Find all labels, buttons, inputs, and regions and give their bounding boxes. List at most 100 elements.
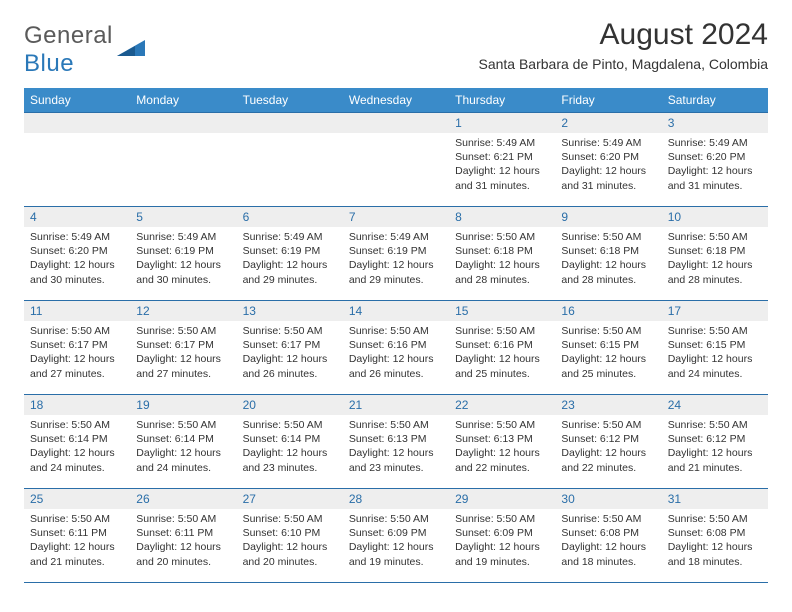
day-info: Sunrise: 5:50 AMSunset: 6:08 PMDaylight:… xyxy=(555,509,661,573)
day-number: 27 xyxy=(237,489,343,509)
day-number: 10 xyxy=(662,207,768,227)
day-info: Sunrise: 5:49 AMSunset: 6:19 PMDaylight:… xyxy=(237,227,343,291)
calendar-day-cell: 26Sunrise: 5:50 AMSunset: 6:11 PMDayligh… xyxy=(130,489,236,583)
month-title: August 2024 xyxy=(478,18,768,52)
day-number: 28 xyxy=(343,489,449,509)
day-info: Sunrise: 5:50 AMSunset: 6:16 PMDaylight:… xyxy=(449,321,555,385)
day-number xyxy=(130,113,236,133)
day-info: Sunrise: 5:50 AMSunset: 6:14 PMDaylight:… xyxy=(24,415,130,479)
day-number: 1 xyxy=(449,113,555,133)
day-info: Sunrise: 5:49 AMSunset: 6:20 PMDaylight:… xyxy=(555,133,661,197)
calendar-day-cell: 25Sunrise: 5:50 AMSunset: 6:11 PMDayligh… xyxy=(24,489,130,583)
day-number: 29 xyxy=(449,489,555,509)
calendar-day-cell: 7Sunrise: 5:49 AMSunset: 6:19 PMDaylight… xyxy=(343,207,449,301)
day-number: 18 xyxy=(24,395,130,415)
calendar-day-cell: 18Sunrise: 5:50 AMSunset: 6:14 PMDayligh… xyxy=(24,395,130,489)
day-info: Sunrise: 5:49 AMSunset: 6:21 PMDaylight:… xyxy=(449,133,555,197)
day-number: 13 xyxy=(237,301,343,321)
day-number: 8 xyxy=(449,207,555,227)
calendar-day-cell: 2Sunrise: 5:49 AMSunset: 6:20 PMDaylight… xyxy=(555,113,661,207)
day-info: Sunrise: 5:50 AMSunset: 6:18 PMDaylight:… xyxy=(449,227,555,291)
day-info: Sunrise: 5:49 AMSunset: 6:20 PMDaylight:… xyxy=(662,133,768,197)
logo-triangle-icon xyxy=(117,38,147,63)
day-number: 30 xyxy=(555,489,661,509)
day-info: Sunrise: 5:49 AMSunset: 6:20 PMDaylight:… xyxy=(24,227,130,291)
calendar-day-cell: 3Sunrise: 5:49 AMSunset: 6:20 PMDaylight… xyxy=(662,113,768,207)
day-number: 23 xyxy=(555,395,661,415)
calendar-header-row: SundayMondayTuesdayWednesdayThursdayFrid… xyxy=(24,88,768,113)
calendar-day-cell: 23Sunrise: 5:50 AMSunset: 6:12 PMDayligh… xyxy=(555,395,661,489)
day-number: 9 xyxy=(555,207,661,227)
calendar-day-cell: 28Sunrise: 5:50 AMSunset: 6:09 PMDayligh… xyxy=(343,489,449,583)
calendar-day-cell: 15Sunrise: 5:50 AMSunset: 6:16 PMDayligh… xyxy=(449,301,555,395)
logo-part2: Blue xyxy=(24,50,74,77)
calendar-day-cell: 1Sunrise: 5:49 AMSunset: 6:21 PMDaylight… xyxy=(449,113,555,207)
header: General Blue August 2024 Santa Barbara d… xyxy=(24,18,768,78)
day-info: Sunrise: 5:50 AMSunset: 6:13 PMDaylight:… xyxy=(449,415,555,479)
calendar-day-cell: 27Sunrise: 5:50 AMSunset: 6:10 PMDayligh… xyxy=(237,489,343,583)
day-number: 31 xyxy=(662,489,768,509)
calendar-day-cell: 24Sunrise: 5:50 AMSunset: 6:12 PMDayligh… xyxy=(662,395,768,489)
day-number: 21 xyxy=(343,395,449,415)
day-number xyxy=(237,113,343,133)
day-info: Sunrise: 5:50 AMSunset: 6:17 PMDaylight:… xyxy=(130,321,236,385)
day-info: Sunrise: 5:50 AMSunset: 6:17 PMDaylight:… xyxy=(237,321,343,385)
calendar-day-cell: 8Sunrise: 5:50 AMSunset: 6:18 PMDaylight… xyxy=(449,207,555,301)
calendar-day-cell: 5Sunrise: 5:49 AMSunset: 6:19 PMDaylight… xyxy=(130,207,236,301)
day-number: 16 xyxy=(555,301,661,321)
calendar-day-cell: 20Sunrise: 5:50 AMSunset: 6:14 PMDayligh… xyxy=(237,395,343,489)
day-number: 5 xyxy=(130,207,236,227)
day-number: 15 xyxy=(449,301,555,321)
day-info: Sunrise: 5:50 AMSunset: 6:08 PMDaylight:… xyxy=(662,509,768,573)
calendar-week-row: 1Sunrise: 5:49 AMSunset: 6:21 PMDaylight… xyxy=(24,113,768,207)
calendar-week-row: 4Sunrise: 5:49 AMSunset: 6:20 PMDaylight… xyxy=(24,207,768,301)
calendar-body: 1Sunrise: 5:49 AMSunset: 6:21 PMDaylight… xyxy=(24,113,768,583)
day-header: Wednesday xyxy=(343,88,449,113)
day-info: Sunrise: 5:50 AMSunset: 6:09 PMDaylight:… xyxy=(343,509,449,573)
day-number: 3 xyxy=(662,113,768,133)
day-header: Monday xyxy=(130,88,236,113)
day-info: Sunrise: 5:50 AMSunset: 6:15 PMDaylight:… xyxy=(555,321,661,385)
day-number: 22 xyxy=(449,395,555,415)
day-number: 19 xyxy=(130,395,236,415)
day-number: 20 xyxy=(237,395,343,415)
day-header: Tuesday xyxy=(237,88,343,113)
day-number: 17 xyxy=(662,301,768,321)
logo-part1: General xyxy=(24,22,113,49)
day-number: 6 xyxy=(237,207,343,227)
day-number: 25 xyxy=(24,489,130,509)
calendar-day-cell: 9Sunrise: 5:50 AMSunset: 6:18 PMDaylight… xyxy=(555,207,661,301)
calendar-week-row: 25Sunrise: 5:50 AMSunset: 6:11 PMDayligh… xyxy=(24,489,768,583)
calendar-day-cell: 30Sunrise: 5:50 AMSunset: 6:08 PMDayligh… xyxy=(555,489,661,583)
calendar-day-cell: 11Sunrise: 5:50 AMSunset: 6:17 PMDayligh… xyxy=(24,301,130,395)
day-info: Sunrise: 5:50 AMSunset: 6:12 PMDaylight:… xyxy=(662,415,768,479)
calendar-day-cell: 6Sunrise: 5:49 AMSunset: 6:19 PMDaylight… xyxy=(237,207,343,301)
calendar-day-cell: 17Sunrise: 5:50 AMSunset: 6:15 PMDayligh… xyxy=(662,301,768,395)
day-number: 2 xyxy=(555,113,661,133)
calendar-day-cell xyxy=(130,113,236,207)
day-info: Sunrise: 5:50 AMSunset: 6:16 PMDaylight:… xyxy=(343,321,449,385)
day-header: Saturday xyxy=(662,88,768,113)
day-info: Sunrise: 5:50 AMSunset: 6:18 PMDaylight:… xyxy=(662,227,768,291)
day-info: Sunrise: 5:50 AMSunset: 6:11 PMDaylight:… xyxy=(130,509,236,573)
calendar-day-cell: 12Sunrise: 5:50 AMSunset: 6:17 PMDayligh… xyxy=(130,301,236,395)
day-number: 11 xyxy=(24,301,130,321)
day-info: Sunrise: 5:50 AMSunset: 6:09 PMDaylight:… xyxy=(449,509,555,573)
day-header: Thursday xyxy=(449,88,555,113)
title-block: August 2024 Santa Barbara de Pinto, Magd… xyxy=(478,18,768,72)
day-number xyxy=(24,113,130,133)
day-info: Sunrise: 5:50 AMSunset: 6:12 PMDaylight:… xyxy=(555,415,661,479)
calendar-page: General Blue August 2024 Santa Barbara d… xyxy=(0,0,792,593)
calendar-week-row: 11Sunrise: 5:50 AMSunset: 6:17 PMDayligh… xyxy=(24,301,768,395)
calendar-day-cell: 29Sunrise: 5:50 AMSunset: 6:09 PMDayligh… xyxy=(449,489,555,583)
logo: General Blue xyxy=(24,22,147,78)
day-info: Sunrise: 5:49 AMSunset: 6:19 PMDaylight:… xyxy=(130,227,236,291)
day-info: Sunrise: 5:50 AMSunset: 6:11 PMDaylight:… xyxy=(24,509,130,573)
calendar-day-cell: 22Sunrise: 5:50 AMSunset: 6:13 PMDayligh… xyxy=(449,395,555,489)
day-number: 26 xyxy=(130,489,236,509)
day-info: Sunrise: 5:50 AMSunset: 6:10 PMDaylight:… xyxy=(237,509,343,573)
location: Santa Barbara de Pinto, Magdalena, Colom… xyxy=(478,56,768,72)
calendar-day-cell: 4Sunrise: 5:49 AMSunset: 6:20 PMDaylight… xyxy=(24,207,130,301)
day-number: 7 xyxy=(343,207,449,227)
calendar-day-cell: 16Sunrise: 5:50 AMSunset: 6:15 PMDayligh… xyxy=(555,301,661,395)
